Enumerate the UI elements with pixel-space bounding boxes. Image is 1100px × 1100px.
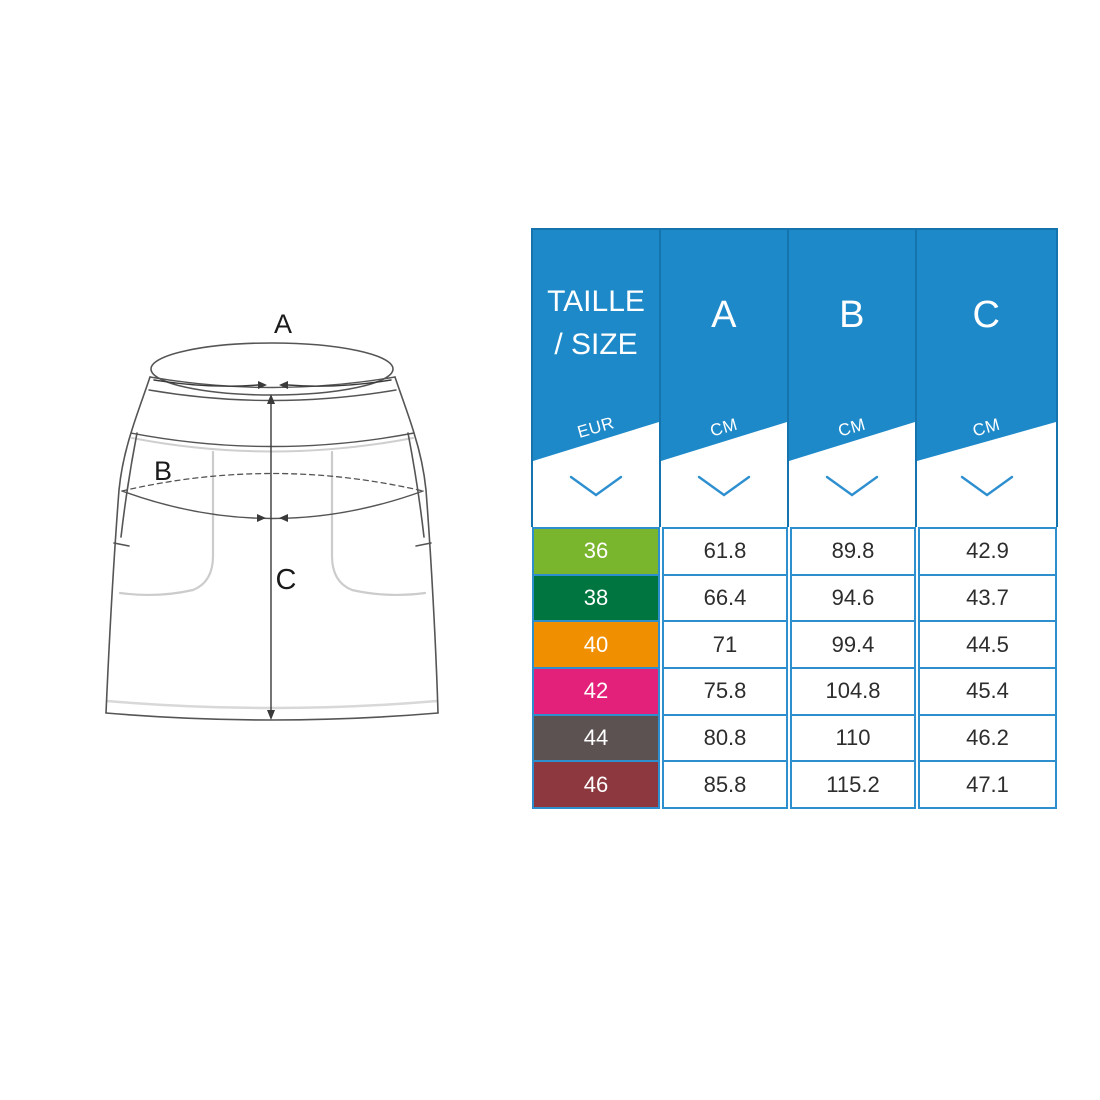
measure-label-b: B bbox=[154, 456, 172, 486]
right-pocket-bag bbox=[330, 450, 427, 596]
chevron-down-icon[interactable] bbox=[824, 473, 880, 499]
measure-label-a: A bbox=[274, 309, 292, 339]
skirt-technical-drawing: A B C bbox=[105, 309, 439, 721]
size-title-line2: / SIZE bbox=[554, 328, 638, 361]
value-cell: 104.8 bbox=[792, 669, 914, 714]
value-cell: 61.8 bbox=[664, 529, 786, 574]
length-arrowhead-top bbox=[267, 394, 275, 404]
unit-selector-a-cm[interactable]: CM bbox=[708, 414, 740, 441]
column-a-header-banner: A CM bbox=[661, 230, 787, 461]
size-column-title: TAILLE / SIZE bbox=[533, 280, 659, 366]
hem-edge bbox=[105, 712, 439, 721]
value-cell: 44.5 bbox=[920, 622, 1055, 668]
size-column-header-banner: TAILLE / SIZE EUR bbox=[533, 230, 659, 461]
size-cell-36: 36 bbox=[534, 529, 658, 574]
size-cell-42: 42 bbox=[534, 669, 658, 714]
value-cell: 85.8 bbox=[664, 762, 786, 808]
size-column-header: TAILLE / SIZE EUR bbox=[531, 228, 661, 527]
length-arrowhead-bottom bbox=[267, 710, 275, 720]
waist-arrowhead-left bbox=[279, 381, 288, 389]
right-pocket-opening bbox=[407, 432, 425, 538]
value-cell: 110 bbox=[792, 715, 914, 761]
unit-selector-eur[interactable]: EUR bbox=[575, 413, 617, 442]
column-c-cells: 42.9 43.7 44.5 45.4 46.2 47.1 bbox=[918, 527, 1057, 809]
column-a: A CM 61.8 66.4 71 75.8 80.8 85.8 bbox=[661, 228, 789, 809]
hem-stitch bbox=[105, 699, 439, 710]
value-cell: 46.2 bbox=[920, 715, 1055, 761]
size-title-line1: TAILLE bbox=[547, 285, 645, 318]
yoke-seam bbox=[130, 432, 415, 448]
hip-line-solid bbox=[121, 490, 424, 520]
column-c-header: C CM bbox=[917, 228, 1058, 527]
column-b-header-banner: B CM bbox=[789, 230, 915, 461]
waist-arrowhead-right bbox=[258, 381, 267, 389]
column-b-title: B bbox=[839, 294, 865, 336]
value-cell: 42.9 bbox=[920, 529, 1055, 574]
size-cell-40: 40 bbox=[534, 622, 658, 668]
value-cell: 75.8 bbox=[664, 669, 786, 714]
value-cell: 66.4 bbox=[664, 575, 786, 621]
unit-selector-c-cm[interactable]: CM bbox=[970, 414, 1003, 441]
left-pocket-opening bbox=[120, 432, 138, 538]
left-pocket-tick bbox=[113, 542, 130, 547]
value-cell: 115.2 bbox=[792, 762, 914, 808]
value-cell: 80.8 bbox=[664, 715, 786, 761]
column-a-title: A bbox=[711, 294, 737, 336]
column-size: TAILLE / SIZE EUR 36 38 40 42 44 46 bbox=[531, 228, 661, 809]
chevron-down-icon[interactable] bbox=[696, 473, 752, 499]
waist-width-arrow-right bbox=[287, 379, 392, 387]
hip-line-dashed bbox=[121, 472, 424, 492]
value-cell: 89.8 bbox=[792, 529, 914, 574]
value-cell: 47.1 bbox=[920, 762, 1055, 808]
chevron-down-icon[interactable] bbox=[568, 473, 624, 499]
column-a-header: A CM bbox=[661, 228, 789, 527]
size-table: TAILLE / SIZE EUR 36 38 40 42 44 46 bbox=[531, 228, 1058, 809]
column-a-cells: 61.8 66.4 71 75.8 80.8 85.8 bbox=[662, 527, 788, 809]
value-cell: 45.4 bbox=[920, 669, 1055, 714]
hip-arrowhead-right bbox=[257, 514, 266, 522]
skirt-right-seam bbox=[394, 376, 439, 714]
column-b: B CM 89.8 94.6 99.4 104.8 110 115.2 bbox=[789, 228, 917, 809]
size-cell-46: 46 bbox=[534, 762, 658, 808]
size-cell-38: 38 bbox=[534, 575, 658, 621]
waist-width-arrow-left bbox=[153, 379, 259, 387]
yoke-seam-stitch bbox=[131, 437, 414, 453]
value-cell: 94.6 bbox=[792, 575, 914, 621]
size-cell-44: 44 bbox=[534, 715, 658, 761]
size-cells: 36 38 40 42 44 46 bbox=[532, 527, 660, 809]
column-b-cells: 89.8 94.6 99.4 104.8 110 115.2 bbox=[790, 527, 916, 809]
chevron-down-icon[interactable] bbox=[959, 473, 1015, 499]
value-cell: 99.4 bbox=[792, 622, 914, 668]
waist-top-edge bbox=[149, 376, 396, 389]
measure-label-c: C bbox=[276, 564, 297, 596]
value-cell: 71 bbox=[664, 622, 786, 668]
left-pocket-bag bbox=[118, 450, 215, 596]
column-c-title: C bbox=[972, 294, 1001, 336]
column-c-header-banner: C CM bbox=[917, 230, 1056, 461]
column-b-header: B CM bbox=[789, 228, 917, 527]
column-c: C CM 42.9 43.7 44.5 45.4 46.2 47.1 bbox=[917, 228, 1058, 809]
hip-arrowhead-left bbox=[279, 514, 288, 522]
right-pocket-tick bbox=[415, 542, 432, 547]
waist-opening-ellipse bbox=[150, 342, 394, 396]
value-cell: 43.7 bbox=[920, 575, 1055, 621]
skirt-left-seam bbox=[105, 376, 151, 714]
unit-selector-b-cm[interactable]: CM bbox=[836, 414, 868, 441]
